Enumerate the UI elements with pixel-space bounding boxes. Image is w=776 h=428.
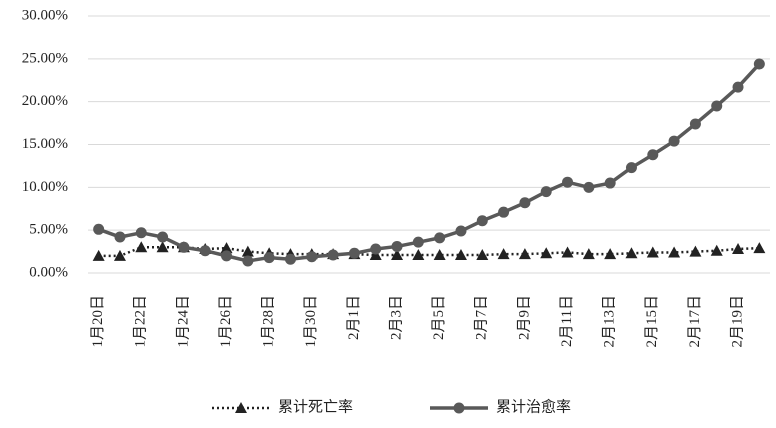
marker [455, 225, 467, 237]
series [92, 241, 766, 261]
marker [391, 240, 403, 252]
marker [433, 249, 446, 261]
marker [327, 249, 339, 261]
marker [454, 249, 467, 261]
marker [519, 197, 531, 209]
x-tick-label: 2月19日 [729, 295, 745, 348]
marker [604, 248, 617, 260]
y-tick-label: 5.00% [29, 222, 68, 238]
x-tick-label: 1月28日 [261, 295, 277, 348]
legend-label: 累计死亡率 [278, 398, 353, 415]
marker [497, 248, 510, 260]
marker [732, 243, 745, 255]
marker [668, 135, 680, 147]
marker [241, 245, 254, 257]
x-tick-label: 2月9日 [516, 295, 532, 340]
x-tick-label: 1月24日 [175, 295, 191, 348]
legend-item: 累计治愈率 [430, 398, 571, 415]
marker [476, 249, 489, 261]
marker [412, 236, 424, 248]
x-tick-label: 2月3日 [388, 295, 404, 340]
x-tick-label: 2月11日 [559, 295, 575, 347]
marker [221, 250, 233, 262]
marker [582, 248, 595, 260]
marker [711, 100, 723, 112]
legend-marker [235, 402, 247, 413]
marker [646, 246, 659, 258]
legend-marker [453, 402, 465, 414]
marker [284, 253, 296, 265]
x-tick-label: 1月30日 [303, 295, 319, 348]
x-tick-label: 2月15日 [644, 295, 660, 348]
y-tick-label: 20.00% [22, 93, 68, 109]
marker [199, 245, 211, 257]
marker [412, 249, 425, 261]
y-tick-label: 15.00% [22, 136, 68, 152]
marker [540, 186, 552, 198]
marker [93, 223, 105, 235]
x-tick-label: 2月1日 [346, 295, 362, 340]
y-tick-label: 25.00% [22, 50, 68, 66]
x-tick-label: 1月20日 [90, 295, 106, 348]
marker [753, 58, 765, 70]
marker [114, 231, 126, 243]
marker [498, 206, 510, 218]
y-tick-label: 30.00% [22, 7, 68, 23]
marker [156, 241, 169, 253]
marker [242, 255, 254, 267]
marker [518, 248, 531, 260]
series [93, 58, 765, 267]
marker [476, 215, 488, 227]
marker [689, 118, 701, 130]
marker [220, 242, 233, 254]
marker [157, 231, 169, 243]
marker [604, 177, 616, 189]
marker [732, 81, 744, 93]
marker [391, 249, 404, 261]
legend-item: 累计死亡率 [212, 398, 353, 415]
marker [710, 244, 723, 256]
marker [561, 246, 574, 258]
marker [92, 249, 105, 261]
marker [135, 241, 148, 253]
marker [113, 249, 126, 261]
x-tick-label: 1月22日 [133, 295, 149, 348]
legend-label: 累计治愈率 [496, 398, 571, 415]
marker [583, 181, 595, 193]
marker [753, 242, 766, 254]
x-tick-label: 2月17日 [687, 295, 703, 348]
x-tick-label: 2月7日 [474, 295, 490, 340]
marker [306, 251, 318, 263]
x-tick-label: 1月26日 [218, 295, 234, 348]
series-line [98, 62, 761, 263]
marker [689, 245, 702, 257]
marker [562, 176, 574, 188]
marker [625, 247, 638, 259]
marker [647, 149, 659, 161]
x-tick-label: 2月13日 [602, 295, 618, 348]
marker [263, 252, 275, 264]
marker [135, 227, 147, 239]
marker [178, 241, 190, 253]
marker [348, 247, 360, 259]
y-tick-label: 10.00% [22, 179, 68, 195]
marker [540, 247, 553, 259]
marker [434, 232, 446, 244]
marker [370, 243, 382, 255]
marker [625, 162, 637, 174]
x-tick-label: 2月5日 [431, 295, 447, 340]
marker [668, 246, 681, 258]
y-tick-label: 0.00% [29, 264, 68, 280]
